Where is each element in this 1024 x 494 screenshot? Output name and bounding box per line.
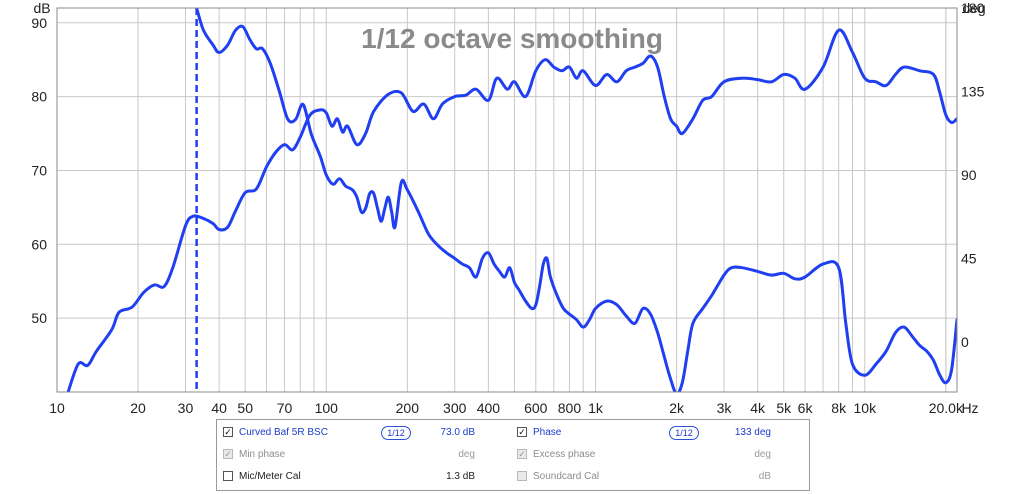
soundcard-cal-checkbox[interactable]: [517, 471, 527, 481]
y-tick-label-left: 80: [31, 89, 47, 105]
x-tick-label: 10: [49, 400, 65, 416]
excess-phase-checkbox[interactable]: ✓: [517, 449, 527, 459]
excess-phase-value: deg: [754, 449, 771, 460]
axis-ticks: 10 20 30 40 50 70 100 200 300 400 600 800 1k 2k 3k 4k 5k…: [31, 0, 984, 416]
y-tick-label-right: 0: [961, 334, 969, 350]
legend-right-column: ✓ Phase 1/12 133 deg ✓ Excess phase deg …: [517, 424, 807, 490]
x-tick-label: 10k: [854, 400, 878, 416]
y-tick-label-right: 45: [961, 250, 977, 266]
mic-cal-checkbox[interactable]: [223, 471, 233, 481]
x-tick-label: 50: [237, 400, 253, 416]
chart-title: 1/12 octave smoothing: [361, 23, 663, 54]
y-axis-left-unit: dB: [33, 0, 50, 16]
frequency-response-chart: 10 20 30 40 50 70 100 200 300 400 600 800 1k 2k 3k 4k 5k…: [31, 0, 985, 416]
x-tick-label: 800: [558, 400, 582, 416]
y-tick-label-left: 50: [31, 310, 47, 326]
mic-cal-value: 1.3 dB: [446, 471, 475, 482]
legend-row-curve[interactable]: ✓ Curved Baf 5R BSC 1/12 73.0 dB: [223, 424, 513, 446]
x-tick-label: 30: [178, 400, 194, 416]
legend-row-mic-cal[interactable]: Mic/Meter Cal 1.3 dB: [223, 468, 513, 490]
chart-grid: [57, 8, 957, 392]
x-tick-label: 20: [130, 400, 146, 416]
curve-value: 73.0 dB: [440, 427, 475, 438]
x-tick-label: 8k: [831, 400, 847, 416]
mic-cal-label: Mic/Meter Cal: [239, 471, 301, 482]
x-tick-label: 5k: [776, 400, 792, 416]
legend-left-column: ✓ Curved Baf 5R BSC 1/12 73.0 dB ✓ Min p…: [223, 424, 513, 490]
curve-label: Curved Baf 5R BSC: [239, 427, 328, 438]
x-tick-label: 6k: [798, 400, 814, 416]
series-layer: [66, 8, 957, 392]
x-axis-unit: Hz: [961, 400, 978, 416]
y-tick-label-left: 60: [31, 236, 47, 252]
x-tick-label: 400: [477, 400, 501, 416]
soundcard-cal-value: dB: [758, 471, 771, 482]
y-tick-label-right: 135: [961, 83, 985, 99]
magnitude-series-line: [66, 28, 957, 392]
legend-row-soundcard-cal[interactable]: Soundcard Cal dB: [517, 468, 807, 490]
legend-panel: ✓ Curved Baf 5R BSC 1/12 73.0 dB ✓ Min p…: [216, 419, 810, 491]
x-tick-label: 40: [211, 400, 227, 416]
y-tick-label-right: 180: [961, 0, 985, 16]
x-tick-label: 20.0k: [929, 400, 964, 416]
x-tick-label: 300: [443, 400, 467, 416]
legend-row-excess-phase[interactable]: ✓ Excess phase deg: [517, 446, 807, 468]
phase-value: 133 deg: [734, 427, 771, 438]
soundcard-cal-label: Soundcard Cal: [533, 471, 600, 482]
legend-row-phase[interactable]: ✓ Phase 1/12 133 deg: [517, 424, 807, 446]
excess-phase-label: Excess phase: [533, 449, 596, 460]
x-tick-label: 4k: [750, 400, 766, 416]
y-tick-label-left: 70: [31, 162, 47, 178]
curve-smoothing-button[interactable]: 1/12: [381, 426, 411, 440]
x-tick-label: 1k: [588, 400, 604, 416]
phase-checkbox[interactable]: ✓: [517, 427, 527, 437]
x-tick-label: 600: [524, 400, 548, 416]
phase-label: Phase: [533, 427, 562, 438]
phase-smoothing-button[interactable]: 1/12: [669, 426, 699, 440]
x-tick-label: 100: [315, 400, 339, 416]
plot-frame: [56, 7, 958, 393]
x-tick-label: 70: [277, 400, 293, 416]
x-tick-label: 2k: [669, 400, 685, 416]
y-tick-label-left: 90: [31, 15, 47, 31]
legend-row-min-phase[interactable]: ✓ Min phase deg: [223, 446, 513, 468]
phase-series-line: [195, 8, 957, 392]
min-phase-label: Min phase: [239, 449, 286, 460]
min-phase-value: deg: [458, 449, 475, 460]
min-phase-checkbox[interactable]: ✓: [223, 449, 233, 459]
x-tick-label: 200: [396, 400, 420, 416]
x-tick-label: 3k: [717, 400, 733, 416]
y-tick-label-right: 90: [961, 167, 977, 183]
curve-checkbox[interactable]: ✓: [223, 427, 233, 437]
y-axis-right-unit: deg: [962, 0, 985, 16]
